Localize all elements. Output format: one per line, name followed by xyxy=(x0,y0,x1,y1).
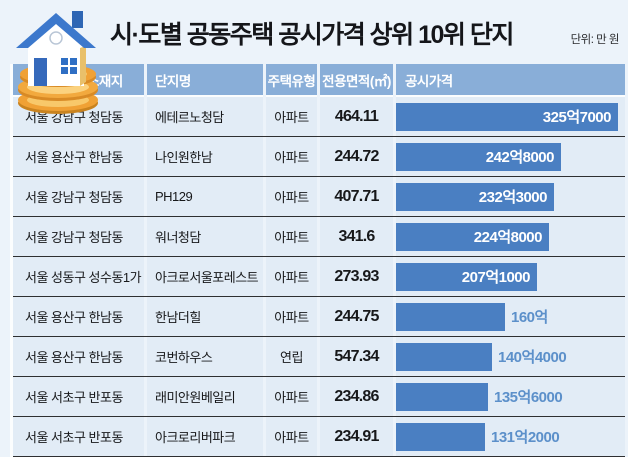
cell-price: 232억3000 xyxy=(396,177,625,216)
price-label-inside: 325억7000 xyxy=(542,109,612,126)
price-bar: 242억8000 xyxy=(396,142,561,171)
cell-price: 224억8000 xyxy=(396,217,625,256)
cell-type: 아파트 xyxy=(266,177,317,216)
house-on-coins-graphic xyxy=(16,11,98,114)
cell-location: 서울 강남구 청담동 xyxy=(13,177,144,216)
table-row: 서울 강남구 청담동 워너청담 아파트 341.6 224억8000 xyxy=(13,217,625,257)
table-row: 서울 서초구 반포동 래미안원베일리 아파트 234.86 135억6000 xyxy=(13,377,625,417)
price-label-outside: 160억 xyxy=(511,309,548,326)
cell-location: 서울 용산구 한남동 xyxy=(13,297,144,336)
house-on-coin-stack-icon xyxy=(6,2,110,116)
cell-complex: 에테르노청담 xyxy=(147,97,263,136)
cell-location: 서울 서초구 반포동 xyxy=(13,377,144,416)
cell-price: 242억8000 xyxy=(396,137,625,176)
cell-type: 연립 xyxy=(266,337,317,376)
price-table: 소재지 단지명 주택유형 전용면적(㎡) 공시가격 서울 강남구 청담동 에테르… xyxy=(10,64,625,457)
table-row: 서울 성동구 성수동1가 아크로서울포레스트 아파트 273.93 207억10… xyxy=(13,257,625,297)
column-header-complex: 단지명 xyxy=(147,64,263,97)
price-bar xyxy=(396,382,488,411)
column-header-type: 주택유형 xyxy=(266,64,317,97)
cell-price: 131억2000 xyxy=(396,417,625,456)
unit-note: 단위: 만 원 xyxy=(570,34,620,46)
price-label-inside: 232억3000 xyxy=(478,189,548,206)
table-row: 서울 용산구 한남동 코번하우스 연립 547.34 140억4000 xyxy=(13,337,625,377)
cell-location: 서울 서초구 반포동 xyxy=(13,417,144,456)
cell-area: 547.34 xyxy=(320,337,393,376)
table-row: 서울 용산구 한남동 나인원한남 아파트 244.72 242억8000 xyxy=(13,137,625,177)
cell-area: 234.91 xyxy=(320,417,393,456)
table-row: 서울 강남구 청담동 PH129 아파트 407.71 232억3000 xyxy=(13,177,625,217)
cell-area: 464.11 xyxy=(320,97,393,136)
cell-complex: 래미안원베일리 xyxy=(147,377,263,416)
cell-complex: 아크로서울포레스트 xyxy=(147,257,263,296)
price-label-outside: 131억2000 xyxy=(491,429,560,446)
price-bar xyxy=(396,342,492,371)
price-bar xyxy=(396,422,485,451)
cell-type: 아파트 xyxy=(266,137,317,176)
cell-area: 234.86 xyxy=(320,377,393,416)
cell-complex: 한남더힐 xyxy=(147,297,263,336)
table-row: 서울 용산구 한남동 한남더힐 아파트 244.75 160억 xyxy=(13,297,625,337)
price-bar xyxy=(396,302,505,331)
cell-area: 341.6 xyxy=(320,217,393,256)
column-header-price: 공시가격 xyxy=(396,64,625,97)
cell-type: 아파트 xyxy=(266,97,317,136)
cell-location: 서울 강남구 청담동 xyxy=(13,217,144,256)
price-bar: 232억3000 xyxy=(396,182,554,211)
price-bar: 207억1000 xyxy=(396,262,537,291)
cell-complex: 워너청담 xyxy=(147,217,263,256)
cell-area: 244.72 xyxy=(320,137,393,176)
cell-type: 아파트 xyxy=(266,257,317,296)
cell-complex: 코번하우스 xyxy=(147,337,263,376)
cell-type: 아파트 xyxy=(266,417,317,456)
cell-type: 아파트 xyxy=(266,377,317,416)
column-header-area: 전용면적(㎡) xyxy=(320,64,393,97)
table-row: 서울 서초구 반포동 아크로리버파크 아파트 234.91 131억2000 xyxy=(13,417,625,457)
cell-price: 160억 xyxy=(396,297,625,336)
cell-price: 140억4000 xyxy=(396,337,625,376)
cell-location: 서울 용산구 한남동 xyxy=(13,137,144,176)
cell-area: 273.93 xyxy=(320,257,393,296)
price-label-outside: 135억6000 xyxy=(494,389,563,406)
cell-location: 서울 용산구 한남동 xyxy=(13,337,144,376)
cell-price: 135억6000 xyxy=(396,377,625,416)
cell-complex: PH129 xyxy=(147,177,263,216)
price-label-inside: 224억8000 xyxy=(473,229,543,246)
price-label-inside: 242억8000 xyxy=(485,149,555,166)
price-bar: 224억8000 xyxy=(396,222,549,251)
table-body: 서울 강남구 청담동 에테르노청담 아파트 464.11 325억7000 서울… xyxy=(13,97,625,457)
price-label-inside: 207억1000 xyxy=(461,269,531,286)
cell-location: 서울 성동구 성수동1가 xyxy=(13,257,144,296)
cell-area: 407.71 xyxy=(320,177,393,216)
cell-price: 325억7000 xyxy=(396,97,625,136)
cell-complex: 아크로리버파크 xyxy=(147,417,263,456)
page-title: 시·도별 공동주택 공시가격 상위 10위 단지 xyxy=(110,21,514,49)
cell-type: 아파트 xyxy=(266,217,317,256)
price-label-outside: 140억4000 xyxy=(498,349,567,366)
cell-price: 207억1000 xyxy=(396,257,625,296)
cell-complex: 나인원한남 xyxy=(147,137,263,176)
cell-area: 244.75 xyxy=(320,297,393,336)
price-bar: 325억7000 xyxy=(396,102,618,131)
cell-type: 아파트 xyxy=(266,297,317,336)
